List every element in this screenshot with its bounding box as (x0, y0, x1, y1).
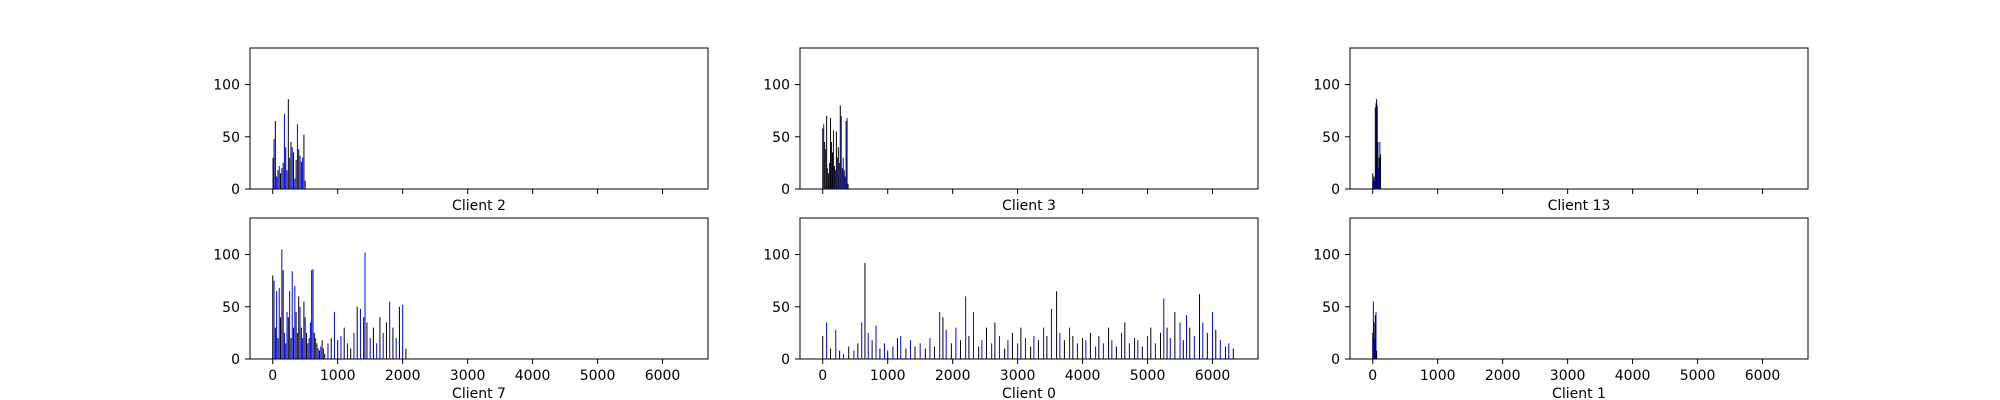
y-tick-label: 50 (772, 130, 790, 146)
x-tick-label: 3000 (450, 368, 486, 384)
y-tick-label: 0 (781, 352, 790, 368)
x-tick-label: 2000 (385, 368, 421, 384)
axes-frame (249, 47, 709, 190)
x-tick-label: 4000 (515, 368, 551, 384)
y-tick-label: 100 (763, 248, 790, 264)
axis-ticks: 0 50 100 (763, 78, 1214, 198)
bar-marks (822, 262, 1234, 359)
y-tick-label: 100 (213, 248, 240, 264)
axis-ticks: 0 50 100 (1313, 78, 1764, 198)
axes-frame (799, 217, 1259, 360)
bar-marks (272, 249, 407, 359)
y-tick-label: 50 (1322, 300, 1340, 316)
y-tick-label: 100 (1313, 248, 1340, 264)
y-tick-label: 50 (772, 300, 790, 316)
subplot-client-3: 0 50 100 Client 3 (763, 47, 1259, 214)
axes-frame (799, 47, 1259, 190)
axes-frame (1349, 47, 1809, 190)
y-tick-label: 100 (763, 78, 790, 94)
x-tick-label: 0 (818, 368, 827, 384)
axes-frame (1349, 217, 1809, 360)
x-tick-label: 4000 (1615, 368, 1651, 384)
x-tick-label: 0 (1368, 368, 1377, 384)
x-tick-label: 5000 (1680, 368, 1716, 384)
y-tick-label: 50 (222, 300, 240, 316)
bar-marks (1372, 301, 1378, 359)
y-tick-label: 0 (781, 182, 790, 198)
x-axis-label: Client 13 (1548, 198, 1611, 214)
x-axis-label: Client 0 (1002, 386, 1056, 400)
x-tick-label: 3000 (1000, 368, 1036, 384)
axis-ticks: 0 50 100 (213, 78, 664, 198)
x-tick-label: 5000 (1130, 368, 1166, 384)
x-tick-label: 6000 (1195, 368, 1231, 384)
x-tick-label: 6000 (645, 368, 681, 384)
x-tick-label: 3000 (1550, 368, 1586, 384)
x-axis-label: Client 3 (1002, 198, 1056, 214)
subplot-client-13: 0 50 100 Client 13 (1313, 47, 1809, 214)
subplot-client-2: 0 50 100 Client 2 (213, 47, 709, 214)
x-axis-label: Client 2 (452, 198, 506, 214)
x-tick-label: 1000 (320, 368, 356, 384)
x-tick-label: 5000 (580, 368, 616, 384)
y-tick-label: 0 (231, 352, 240, 368)
x-tick-label: 4000 (1065, 368, 1101, 384)
bar-marks (822, 105, 849, 189)
bar-marks (1372, 99, 1382, 189)
x-tick-label: 1000 (870, 368, 906, 384)
y-tick-label: 50 (222, 130, 240, 146)
x-tick-label: 6000 (1745, 368, 1781, 384)
x-axis-label: Client 7 (452, 386, 506, 400)
x-tick-label: 2000 (935, 368, 971, 384)
axes-frame (249, 217, 709, 360)
x-tick-label: 1000 (1420, 368, 1456, 384)
y-tick-label: 100 (1313, 78, 1340, 94)
y-tick-label: 0 (231, 182, 240, 198)
bar-marks (272, 99, 306, 189)
x-tick-label: 2000 (1485, 368, 1521, 384)
x-axis-label: Client 1 (1552, 386, 1606, 400)
y-tick-label: 0 (1331, 352, 1340, 368)
y-tick-label: 50 (1322, 130, 1340, 146)
y-tick-label: 0 (1331, 182, 1340, 198)
x-tick-label: 0 (268, 368, 277, 384)
y-tick-label: 100 (213, 78, 240, 94)
